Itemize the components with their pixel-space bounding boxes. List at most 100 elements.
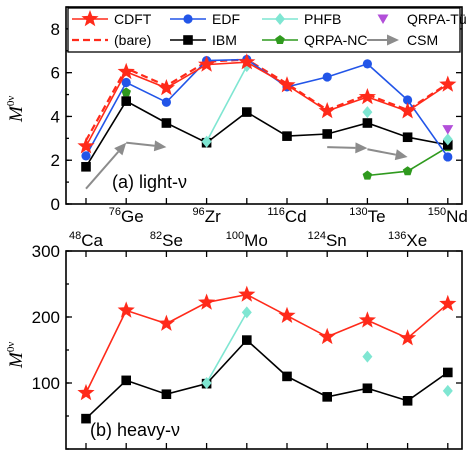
category-label: 76Ge [109,206,144,226]
data-point [358,88,376,105]
data-point [282,131,292,141]
legend-marker [183,14,193,24]
data-point [399,329,417,346]
data-point [198,293,216,310]
data-point [81,151,91,161]
data-point [442,384,453,397]
category-label: 82Se [150,230,183,250]
panel-a-light-nu: 0 2 4 6 8 (a) light-ν M0ν CDFT EDF PHFB QRPA-Tü… [5,6,467,214]
series-line [85,338,449,420]
data-point [362,170,373,180]
ytick-label: 200 [32,308,60,327]
legend-label: CDFT [114,11,152,27]
data-point [443,152,453,162]
data-point [362,383,373,394]
data-point [322,72,332,82]
arrow-mark [126,140,167,152]
data-point [402,396,413,406]
legend-label: IBM [212,32,237,48]
legend-item-qrpanc: QRPA-NC [262,32,368,48]
category-label: 124Sn [308,230,347,250]
data-point [242,107,252,117]
data-point [362,118,373,128]
data-point [201,377,212,389]
legend-label: QRPA-Tü [407,11,467,27]
data-point [241,306,252,319]
series--bare- [85,58,449,142]
category-label: 96Zr [192,206,221,226]
data-point [161,97,171,107]
data-point [77,137,95,154]
data-point [318,327,336,345]
legend-item-edf: EDF [170,11,240,27]
data-point [322,129,332,139]
data-point [161,389,172,400]
panel-b-heavy-nu: 100 200 300 (b) heavy-ν M0ν [5,242,463,450]
data-point [402,166,413,176]
legend-label: EDF [212,11,240,27]
category-label: 100Mo [226,230,268,250]
series-phfb [201,306,453,397]
data-point [442,133,453,146]
data-point [358,311,376,328]
panel-a-ylabel: M0ν [5,96,27,123]
data-point [117,301,135,318]
data-point [278,306,296,323]
ytick-label: 6 [51,64,60,83]
data-point [282,371,292,382]
category-label: 48Ca [69,230,104,250]
arrow-mark [327,142,368,154]
ytick-label: 300 [32,242,60,261]
legend-label: PHFB [304,11,341,27]
panel-a-frame [65,6,463,205]
ytick-label: 8 [51,20,60,39]
legend-item-qrpatu: QRPA-Tü [377,11,467,27]
legend-marker [183,35,193,45]
data-point [77,383,95,401]
data-point [157,79,175,96]
data-point [238,53,256,70]
data-point [362,350,373,363]
ytick-label: 0 [51,195,60,214]
legend-arrow [367,34,399,46]
category-label: 150Nd [428,206,468,226]
panel-a-label: (a) light-ν [112,172,187,192]
series-line [85,293,449,394]
panel-b-ylabel: M0ν [5,342,27,369]
legend-items: CDFT EDF PHFB QRPA-Tü (bare) IBM QRPA-NC CSM [72,10,467,48]
data-point [238,285,256,302]
data-point [121,77,131,88]
legend-item-cdft: CDFT [72,10,152,27]
panel-a-series [77,53,457,190]
series-line [205,312,248,384]
series-cdft [77,285,457,401]
series-ibm [81,335,453,424]
series-qrpa-t- [442,125,454,135]
legend-marker [275,13,285,25]
arrow-mark [367,148,408,161]
legend-marker [377,14,389,24]
panel-b-label: (b) heavy-ν [90,420,180,440]
series-csm [85,140,408,190]
data-point [121,375,131,386]
ytick-label: 100 [32,374,60,393]
series-line [85,100,448,168]
data-point [121,96,131,106]
data-point [242,335,252,345]
arrow-mark [85,142,127,190]
category-label: 116Cd [267,206,306,226]
category-label: 136Xe [388,230,427,250]
data-point [399,102,417,119]
series-cdft [77,53,457,154]
legend-marker [275,35,285,44]
data-point [81,413,91,424]
data-point [81,161,91,172]
data-point [403,95,413,105]
legend-item-ibm: IBM [170,32,237,48]
ytick-label: 2 [51,151,60,170]
data-point [362,106,373,119]
legend-box [67,7,461,53]
legend-item-csm: CSM [367,32,438,48]
